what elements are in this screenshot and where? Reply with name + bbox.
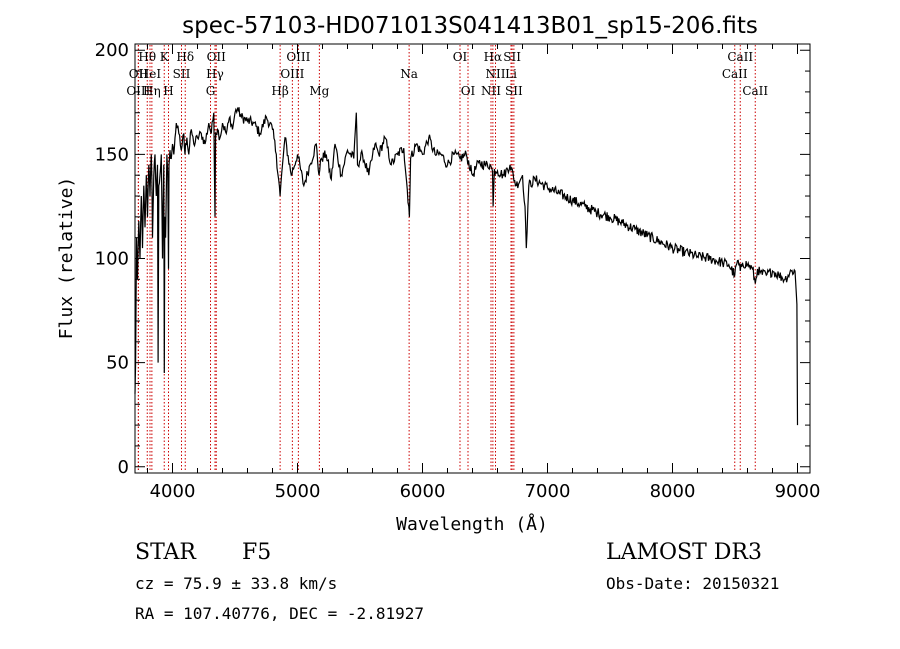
x-tick-label: 4000 [150,481,196,502]
line-label: CaII [727,50,753,64]
line-label: SII [503,50,521,64]
x-tick-label: 7000 [525,481,571,502]
line-label: OII [207,50,227,64]
line-label: Hβ [271,84,288,98]
line-label: H [163,84,173,98]
x-tick-label: 6000 [400,481,446,502]
line-label: Mg [309,84,329,98]
chart-title: spec-57103-HD071013S041413B01_sp15-206.f… [182,13,758,39]
line-label: Hη [143,84,161,98]
line-label: SII [505,84,523,98]
line-label: OI [453,50,468,64]
coordinates: RA = 107.40776, DEC = -2.81927 [135,604,424,623]
y-tick-label: 50 [106,353,129,374]
object-type: STAR [135,540,196,565]
x-tick-label: 5000 [275,481,321,502]
line-label: OIII [126,84,150,98]
line-label: Li [505,67,517,81]
x-tick-label: 9000 [775,481,821,502]
x-tick-label: 8000 [650,481,696,502]
redshift-velocity: cz = 75.9 ± 33.8 km/s [135,574,338,593]
line-label: CaII [742,84,768,98]
y-tick-label: 200 [95,40,129,61]
line-label: NII [481,84,501,98]
line-label: G [206,84,216,98]
line-label: OIII [280,67,304,81]
line-label: K [160,50,170,64]
axis-ticks: 4000 5000 6000 7000 8000 9000 0 50 100 150 200 [95,40,821,502]
line-label: OI [461,84,476,98]
survey-name: LAMOST DR3 [606,540,762,565]
spectrum-line [134,106,799,426]
subclass: F5 [242,540,272,565]
x-axis-label: Wavelength (Å) [396,513,548,535]
line-label: OIII [286,50,310,64]
line-label: OII [129,67,149,81]
line-label: NII [486,67,506,81]
line-label: Hδ [176,50,194,64]
spectral-line-markers [137,45,756,472]
line-label: HeI [139,67,162,81]
line-label: CaII [722,67,748,81]
y-tick-label: 150 [95,144,129,165]
observation-date: Obs-Date: 20150321 [606,574,780,593]
line-label: Hθ [138,50,156,64]
line-label: Hγ [206,67,224,81]
y-axis-label: Flux (relative) [56,177,77,340]
line-label: Hα [484,50,503,64]
y-tick-label: 0 [118,457,129,478]
line-label: Na [400,67,418,81]
y-tick-label: 100 [95,249,129,270]
line-label: SII [173,67,191,81]
